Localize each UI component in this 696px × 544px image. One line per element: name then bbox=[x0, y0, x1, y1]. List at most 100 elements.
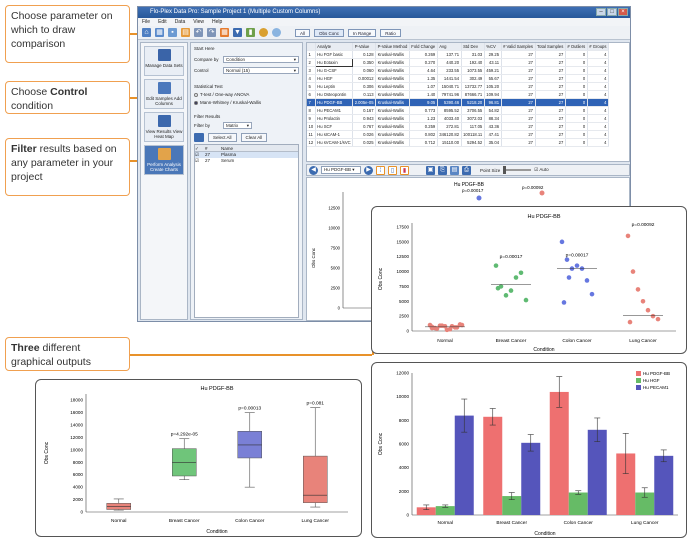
slider-handle[interactable] bbox=[503, 166, 507, 174]
box-plot-panel: Hu PDGF-BB Obs Conc Condition 0 2000 4000 6000… bbox=[35, 379, 362, 537]
dot-plot-icon[interactable]: ⁞ bbox=[376, 165, 385, 175]
radio-icon bbox=[194, 92, 198, 97]
control-select[interactable]: Normal (15) ▾ bbox=[223, 67, 299, 74]
menu-data[interactable]: Data bbox=[174, 19, 186, 25]
filter-icon[interactable]: ▼ bbox=[233, 28, 242, 37]
table-cell: 27 bbox=[501, 66, 536, 76]
toolbar-in-range-button[interactable]: In Range bbox=[348, 28, 377, 37]
checkbox-checked-icon[interactable]: ☑ bbox=[195, 152, 200, 157]
maximize-icon[interactable]: □ bbox=[607, 8, 617, 16]
table-icon[interactable]: ▤ bbox=[450, 165, 459, 175]
table-cell: 0.773 bbox=[409, 106, 438, 116]
table-cell: 1 bbox=[307, 50, 316, 60]
table-cell: 1.35 bbox=[409, 74, 438, 84]
table-row[interactable]: 1 Hu FGF basic 0.128 Kruskal-Wallis 0.269 137… bbox=[307, 50, 609, 60]
table-cell: Hu Leptin bbox=[315, 82, 354, 92]
y-tick-label: 0 bbox=[406, 329, 409, 334]
data-sets-icon bbox=[157, 49, 171, 61]
grid-column-header[interactable]: # Outliers bbox=[565, 43, 588, 52]
table-row[interactable]: 4 Hu HGF 0.00012 Kruskal-Wallis 1.35 1441.54 3… bbox=[307, 74, 609, 84]
preview-tick-label: 7500 bbox=[331, 246, 341, 251]
analyte-select[interactable]: Hu PDGF-BB ▾ bbox=[321, 166, 361, 174]
nav-manage-data-sets[interactable]: Manage Data Sets bbox=[144, 46, 184, 76]
grid-column-header[interactable] bbox=[307, 43, 316, 52]
p-value-annotation: p=0.00017 bbox=[566, 253, 589, 259]
minimize-icon[interactable]: – bbox=[596, 8, 606, 16]
grid-column-header[interactable]: Total Samples bbox=[535, 43, 566, 52]
color-icon[interactable] bbox=[259, 28, 268, 37]
nav-edit-samples[interactable]: Edit Samples Add Columns bbox=[144, 79, 184, 109]
filter-icon[interactable] bbox=[194, 133, 204, 142]
filter-row[interactable]: ☑ 27 Plasma bbox=[195, 152, 298, 158]
undo-icon[interactable]: ↶ bbox=[194, 28, 203, 37]
test-mann-whitney-option[interactable]: Mann-Whitney / Kruskal-Wallis bbox=[194, 99, 299, 106]
export-icon[interactable]: ▤ bbox=[181, 28, 190, 37]
previous-icon[interactable]: ◀ bbox=[309, 165, 318, 175]
grid-column-header[interactable]: P-Value bbox=[352, 43, 377, 52]
table-row[interactable]: 9 Hu Prolactin 0.943 Kruskal-Wallis 1.23 4033… bbox=[307, 114, 609, 124]
point-size-slider[interactable] bbox=[503, 166, 532, 174]
menu-help[interactable]: Help bbox=[212, 19, 223, 25]
table-row[interactable]: 8 Hu PECAM1 0.167 Kruskal-Wallis 0.773 8595.5… bbox=[307, 106, 609, 116]
copy-icon[interactable]: ⎘ bbox=[438, 165, 447, 175]
window-title: Flo-Plex Data Pro: Sample Project 1 (Mul… bbox=[150, 9, 321, 15]
globe-icon[interactable] bbox=[272, 28, 281, 37]
table-cell: 8 bbox=[307, 106, 316, 116]
filter-row[interactable]: ☑ 27 Serum bbox=[195, 158, 298, 164]
table-row[interactable]: 3 Hu G-CSF 0.060 Kruskal-Wallis 4.64 233.55 10… bbox=[307, 66, 609, 76]
table-cell: 0.306 bbox=[352, 82, 377, 92]
bar-chart-icon[interactable]: ▮ bbox=[400, 165, 409, 175]
table-row[interactable]: 2 Hu Eotaxin 0.350 Kruskal-Wallis 0.270 440.2… bbox=[307, 58, 609, 68]
compare-by-select[interactable]: Condition ▾ bbox=[223, 56, 299, 63]
table-cell: 54.82 bbox=[484, 106, 502, 116]
table-row[interactable]: 12 Hu sVCAM-1/sVC 0.025 Kruskal-Wallis 0.712… bbox=[307, 138, 609, 148]
auto-checkbox[interactable]: ☑ Auto bbox=[534, 167, 549, 172]
p-value-annotation: p=0.00013 bbox=[238, 406, 261, 412]
table-row[interactable]: 7 Hu PDGF-BB 2.005e-05 Kruskal-Wallis 9.05 53… bbox=[307, 98, 609, 108]
data-point bbox=[640, 298, 646, 304]
grid-column-header[interactable]: P-Value Method bbox=[375, 43, 410, 52]
print-icon[interactable]: ⎙ bbox=[462, 165, 471, 175]
menu-file[interactable]: File bbox=[142, 19, 151, 25]
nav-view-results[interactable]: View Results View Heat Map bbox=[144, 112, 184, 142]
grid-column-header[interactable]: Fold Change bbox=[409, 43, 438, 52]
filter-name: Plasma bbox=[221, 152, 237, 157]
grid-column-header[interactable]: Avg bbox=[437, 43, 462, 52]
legend-swatch bbox=[636, 378, 641, 383]
filter-list-header: ✓ # Name bbox=[195, 145, 298, 152]
toolbar-obs-conc-button[interactable]: Obs Conc bbox=[314, 28, 345, 37]
name-header: Name bbox=[221, 146, 234, 151]
toolbar-ratio-button[interactable]: Ratio bbox=[380, 28, 401, 37]
clear-all-button[interactable]: Clear All bbox=[240, 133, 268, 142]
toolbar-all-button[interactable]: All bbox=[295, 28, 311, 37]
box-plot-icon[interactable]: ▯ bbox=[388, 165, 397, 175]
checkbox-checked-icon[interactable]: ☑ bbox=[195, 158, 200, 163]
filter-by-select[interactable]: Matrix ▾ bbox=[223, 122, 252, 129]
grid-column-header[interactable]: Analyte bbox=[315, 43, 354, 52]
close-icon[interactable]: × bbox=[618, 8, 628, 16]
grid-column-header[interactable]: %CV bbox=[484, 43, 502, 52]
grid-column-header[interactable]: # Valid Samples bbox=[501, 43, 536, 52]
nav-perform-analysis[interactable]: Perform Analysis Create Charts bbox=[144, 145, 184, 175]
next-icon[interactable]: ▶ bbox=[364, 165, 373, 175]
table-row[interactable]: 10 Hu SCF 0.767 Kruskal-Wallis 0.259 272.81 11… bbox=[307, 122, 609, 132]
grid-icon[interactable]: ▦ bbox=[220, 28, 229, 37]
table-icon[interactable]: ▦ bbox=[155, 28, 164, 37]
table-cell: 0.712 bbox=[409, 138, 438, 148]
table-row[interactable]: 5 Hu Leptin 0.306 Kruskal-Wallis 1.07 15040.7… bbox=[307, 82, 609, 92]
grid-column-header[interactable]: Std Dev bbox=[461, 43, 485, 52]
save-image-icon[interactable]: ▣ bbox=[426, 165, 435, 175]
menu-view[interactable]: View bbox=[193, 19, 204, 25]
redo-icon[interactable]: ↷ bbox=[207, 28, 216, 37]
start-here-heading: Start Here bbox=[194, 46, 215, 51]
save-icon[interactable]: ▪ bbox=[168, 28, 177, 37]
table-row[interactable]: 6 Hu Osteopontin 0.113 Kruskal-Wallis 1.40 79… bbox=[307, 90, 609, 100]
chart-icon[interactable]: ▮ bbox=[246, 28, 255, 37]
grid-column-header[interactable]: # Groups bbox=[587, 43, 609, 52]
menu-edit[interactable]: Edit bbox=[158, 19, 167, 25]
home-icon[interactable]: ⌂ bbox=[142, 28, 151, 37]
table-row[interactable]: 11 Hu sICAM-1 0.026 Kruskal-Wallis 0.802 3461… bbox=[307, 130, 609, 140]
select-all-button[interactable]: Select All bbox=[208, 133, 237, 142]
table-cell: 3 bbox=[307, 66, 316, 76]
test-ttest-option[interactable]: T-test / One-way ANOVA bbox=[194, 91, 299, 98]
